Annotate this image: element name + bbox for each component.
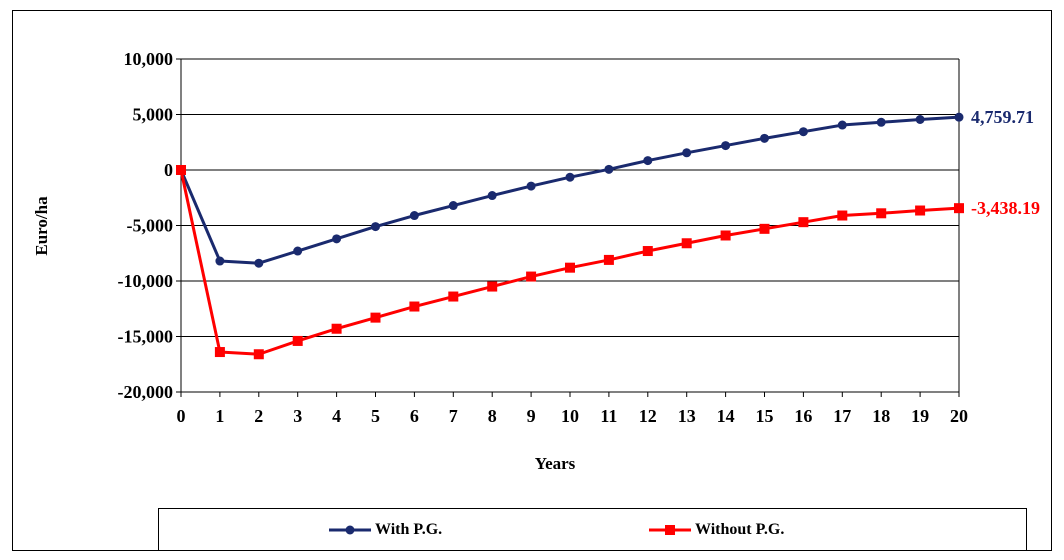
legend-item-without-pg: Without P.G.	[649, 521, 784, 539]
data-point	[487, 191, 497, 201]
y-tick-label: -15,000	[118, 327, 174, 347]
y-tick-label: 0	[164, 160, 173, 180]
x-tick-label: 1	[215, 406, 224, 426]
data-point	[721, 141, 731, 151]
data-point	[798, 127, 808, 137]
x-axis-title: Years	[535, 454, 576, 473]
series-line-0	[179, 115, 960, 265]
x-tick-label: 5	[371, 406, 380, 426]
data-point	[409, 211, 419, 221]
y-tick-label: -10,000	[118, 271, 174, 291]
x-tick-label: 6	[410, 406, 419, 426]
y-tick-label: -20,000	[118, 382, 174, 402]
y-axis-title: Euro/ha	[32, 196, 51, 256]
legend-swatch-square-icon	[649, 525, 691, 535]
data-point	[720, 230, 731, 241]
x-tick-label: 12	[639, 406, 657, 426]
y-tick-label: 10,000	[124, 49, 174, 69]
data-point	[760, 133, 769, 143]
data-point	[876, 117, 886, 127]
data-point	[682, 148, 692, 158]
data-point	[876, 208, 887, 219]
data-point	[759, 223, 770, 234]
data-point	[293, 246, 303, 256]
data-point	[332, 234, 342, 244]
x-tick-label: 10	[561, 406, 579, 426]
x-tick-label: 13	[678, 406, 696, 426]
y-tick-label: -5,000	[127, 216, 174, 236]
legend-item-with-pg: With P.G.	[329, 521, 442, 539]
data-point	[215, 256, 225, 266]
data-point	[292, 335, 303, 346]
data-point	[565, 262, 575, 273]
data-point	[448, 201, 458, 211]
x-tick-label: 18	[872, 406, 890, 426]
data-point	[253, 349, 264, 360]
data-point	[331, 323, 342, 334]
data-point	[915, 114, 925, 124]
data-point	[254, 258, 264, 268]
data-point	[371, 222, 380, 232]
legend: With P.G. Without P.G.	[158, 508, 1027, 551]
legend-label-with-pg: With P.G.	[375, 521, 443, 538]
data-point	[954, 112, 964, 122]
labels-layer: 10,0005,0000-5,000-10,000-15,000-20,0000…	[118, 49, 1041, 426]
data-point	[643, 156, 653, 166]
x-tick-label: 3	[293, 406, 302, 426]
x-tick-label: 19	[911, 406, 929, 426]
data-point	[370, 312, 381, 323]
legend-label-without-pg: Without P.G.	[695, 521, 785, 538]
end-value-label-1: -3,438.19	[971, 198, 1040, 218]
x-tick-label: 20	[950, 406, 968, 426]
series-layer	[176, 112, 964, 360]
data-point	[681, 238, 692, 249]
data-point	[176, 165, 186, 175]
x-tick-label: 2	[254, 406, 263, 426]
x-tick-label: 14	[717, 406, 735, 426]
axes	[176, 58, 960, 397]
series-line-1	[179, 169, 960, 356]
x-tick-label: 0	[177, 406, 186, 426]
data-point	[526, 181, 536, 191]
data-point	[409, 301, 420, 312]
data-point	[448, 291, 459, 302]
data-point	[798, 217, 809, 228]
data-point	[603, 254, 614, 265]
data-point	[915, 205, 926, 216]
data-point	[837, 120, 847, 130]
y-tick-label: 5,000	[133, 105, 174, 125]
x-tick-label: 11	[600, 406, 617, 426]
x-tick-label: 4	[332, 406, 341, 426]
x-tick-label: 15	[756, 406, 774, 426]
gridlines	[181, 58, 959, 393]
x-tick-label: 16	[794, 406, 812, 426]
x-tick-label: 17	[833, 406, 851, 426]
data-point	[954, 203, 964, 214]
legend-swatch-circle-icon	[329, 525, 371, 535]
x-tick-label: 7	[449, 406, 458, 426]
data-point	[526, 271, 537, 282]
x-tick-label: 8	[488, 406, 497, 426]
data-point	[837, 210, 848, 221]
data-point	[642, 246, 653, 257]
data-point	[604, 164, 614, 174]
data-point	[214, 347, 225, 358]
x-tick-label: 9	[527, 406, 536, 426]
end-value-label-0: 4,759.71	[971, 107, 1034, 127]
data-point	[487, 281, 498, 292]
data-point	[565, 172, 575, 182]
